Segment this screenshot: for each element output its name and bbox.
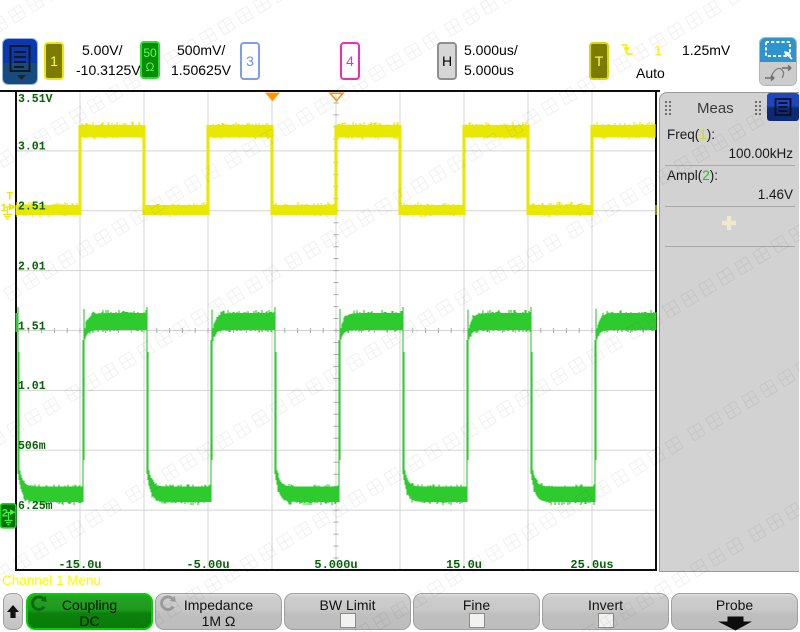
svg-text:-5.00u: -5.00u (186, 558, 229, 572)
svg-text:15.0u: 15.0u (446, 558, 482, 572)
svg-text:2.01: 2.01 (18, 261, 46, 274)
svg-text:506m: 506m (18, 440, 46, 453)
svg-text:5.000u: 5.000u (314, 558, 357, 572)
svg-text:1: 1 (1, 203, 8, 215)
svg-text:6.25m: 6.25m (18, 500, 53, 513)
svg-text:3.51V: 3.51V (18, 93, 53, 106)
svg-text:1.51: 1.51 (18, 321, 46, 334)
svg-text:1.01: 1.01 (18, 380, 46, 393)
svg-text:2.51: 2.51 (18, 201, 46, 214)
svg-text:3.01: 3.01 (18, 141, 46, 154)
svg-text:2: 2 (2, 509, 9, 521)
svg-text:T: T (7, 192, 14, 204)
svg-text:25.0us: 25.0us (570, 558, 613, 572)
svg-text:-15.0u: -15.0u (58, 558, 101, 572)
